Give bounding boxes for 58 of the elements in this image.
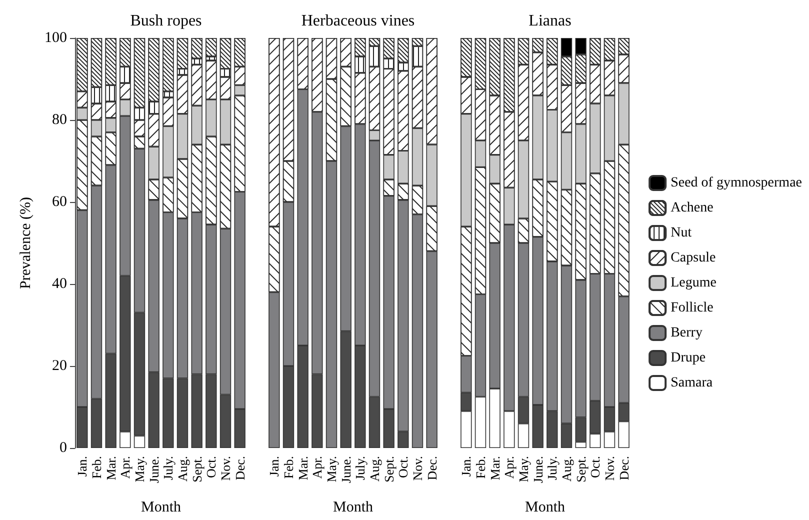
x-tick-label: Nov. — [218, 456, 233, 481]
x-tick-label: Mar. — [487, 456, 502, 480]
x-tick-label: Oct. — [588, 456, 603, 478]
x-tick-label: Aug. — [175, 456, 190, 482]
x-tick-label: Apr. — [310, 456, 325, 479]
x-tick-label: Dec. — [424, 456, 440, 480]
x-tick-label: May. — [516, 456, 531, 482]
x-tick-label: June. — [146, 456, 162, 484]
x-tick-label: May. — [324, 456, 339, 482]
x-tick-label: July. — [160, 456, 176, 480]
legend-label: Berry — [670, 326, 702, 340]
legend-label: Nut — [670, 226, 692, 240]
x-tick-label: May. — [132, 456, 147, 482]
x-axis-title: Month — [332, 500, 374, 516]
y-tick-label: 20 — [52, 358, 67, 374]
x-tick-label: Nov. — [602, 456, 617, 481]
chart-title: Herbaceous vines — [301, 12, 415, 30]
x-tick-label: Jan. — [74, 456, 90, 477]
y-tick-label: 40 — [52, 276, 67, 292]
legend-label: Follicle — [670, 300, 714, 316]
x-tick-label: Dec. — [616, 456, 632, 480]
chart-title: Bush ropes — [130, 12, 202, 30]
y-tick-label: 80 — [52, 112, 67, 128]
x-tick-label: Nov. — [410, 456, 425, 481]
y-axis-title: Prevalence (%) — [18, 196, 34, 290]
x-tick-label: Jan. — [266, 456, 282, 477]
x-tick-label: Dec. — [232, 456, 248, 480]
x-tick-label: Apr. — [502, 456, 517, 479]
x-tick-label: Oct. — [204, 456, 219, 478]
x-tick-label: Feb. — [89, 456, 104, 479]
x-tick-label: June. — [338, 456, 354, 484]
x-tick-label: Sept. — [381, 456, 396, 482]
y-tick-label: 0 — [60, 440, 67, 456]
x-axis-title: Month — [524, 500, 566, 516]
x-tick-label: Mar. — [103, 456, 118, 480]
x-tick-label: Feb. — [473, 456, 488, 479]
legend-label: Achene — [670, 200, 714, 216]
legend-label: Legume — [670, 276, 716, 290]
legend-label: Samara — [670, 376, 714, 390]
legend-label: Drupe — [670, 350, 706, 366]
x-tick-label: Feb. — [281, 456, 296, 479]
y-tick-label: 100 — [44, 30, 67, 46]
x-tick-label: July. — [352, 456, 368, 480]
x-tick-label: Aug. — [559, 456, 574, 482]
x-tick-label: Sept. — [573, 456, 588, 482]
x-tick-label: Jan. — [458, 456, 474, 477]
x-tick-label: Apr. — [118, 456, 133, 479]
y-tick-label: 60 — [52, 194, 67, 210]
x-tick-label: Aug. — [367, 456, 382, 482]
legend-label: Seed of gymnospermae — [670, 176, 802, 190]
chart-title: Lianas — [528, 12, 572, 30]
x-axis-title: Month — [140, 500, 182, 516]
x-tick-label: June. — [530, 456, 546, 484]
x-tick-label: Sept. — [189, 456, 204, 482]
x-tick-label: Mar. — [295, 456, 310, 480]
x-tick-label: July. — [544, 456, 560, 480]
legend-label: Capsule — [670, 250, 716, 266]
x-tick-label: Oct. — [396, 456, 411, 478]
